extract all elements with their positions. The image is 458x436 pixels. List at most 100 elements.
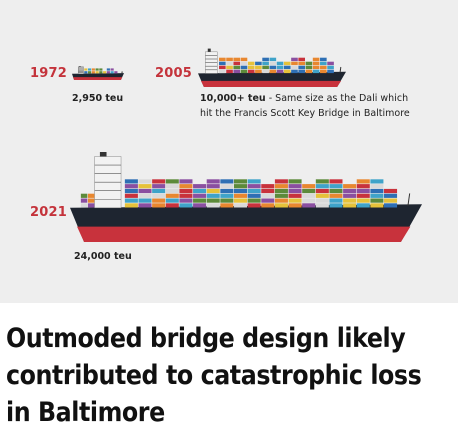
container xyxy=(356,198,370,203)
container xyxy=(110,68,114,71)
container xyxy=(91,68,95,71)
container xyxy=(283,61,291,66)
container xyxy=(152,179,166,184)
container xyxy=(206,188,220,194)
container xyxy=(255,69,262,74)
container xyxy=(80,203,88,208)
container xyxy=(261,188,275,194)
container xyxy=(291,57,298,62)
container xyxy=(312,65,320,70)
container xyxy=(165,193,179,198)
year-label-2021: 2021 xyxy=(30,205,67,220)
container xyxy=(233,61,241,66)
year-label-2005: 2005 xyxy=(155,66,192,81)
container xyxy=(261,198,275,203)
container xyxy=(106,71,110,74)
capacity-1972: 2,950 teu xyxy=(72,91,123,106)
container xyxy=(226,65,233,70)
container xyxy=(315,184,329,189)
container xyxy=(370,203,384,208)
container xyxy=(261,203,275,208)
container xyxy=(274,179,288,184)
container xyxy=(138,188,152,194)
container xyxy=(291,61,298,66)
container xyxy=(219,57,226,62)
container xyxy=(298,57,305,62)
capacity-2021: 24,000 teu xyxy=(74,249,132,264)
container xyxy=(165,198,179,203)
container xyxy=(219,69,226,74)
container xyxy=(247,184,261,189)
container xyxy=(103,71,107,74)
container xyxy=(329,184,343,189)
container xyxy=(240,57,248,62)
container xyxy=(138,198,152,203)
container xyxy=(312,69,320,74)
capacity-2005: 10,000+ teu - Same size as the Dali whic… xyxy=(200,91,410,121)
container xyxy=(124,193,138,198)
container xyxy=(233,203,248,208)
container xyxy=(329,198,343,203)
container xyxy=(152,203,166,208)
container xyxy=(283,65,291,70)
container xyxy=(247,61,255,66)
container xyxy=(291,65,298,70)
container xyxy=(356,179,370,184)
container xyxy=(298,69,305,74)
container xyxy=(320,65,327,70)
container xyxy=(262,57,269,62)
container xyxy=(226,69,233,74)
container xyxy=(305,61,313,66)
container xyxy=(179,193,193,198)
container xyxy=(88,71,92,74)
ship-size-graphic: 1972 2,950 teu 2005 10,000+ teu - Same s… xyxy=(0,0,458,303)
container xyxy=(80,198,88,203)
container xyxy=(288,184,302,189)
container xyxy=(138,179,152,184)
container xyxy=(91,71,95,74)
container xyxy=(233,69,241,74)
container xyxy=(315,188,329,194)
container xyxy=(302,184,316,189)
container xyxy=(233,188,248,194)
container xyxy=(384,188,398,194)
container xyxy=(298,65,305,70)
container xyxy=(343,184,357,189)
container xyxy=(233,198,248,203)
article-headline[interactable]: Outmoded bridge design likely contribute… xyxy=(6,323,422,428)
container xyxy=(312,61,320,66)
container xyxy=(288,188,302,194)
container xyxy=(255,61,262,66)
capacity-1972-value: 2,950 teu xyxy=(72,93,124,104)
container xyxy=(288,193,302,198)
hull-lower xyxy=(73,77,123,80)
container xyxy=(269,69,277,74)
container xyxy=(288,179,302,184)
container xyxy=(370,179,384,184)
hull-lower xyxy=(77,226,411,242)
container xyxy=(291,69,298,74)
container xyxy=(87,198,95,203)
container xyxy=(370,198,384,203)
container xyxy=(315,193,329,198)
container xyxy=(220,184,234,189)
container xyxy=(152,184,166,189)
container xyxy=(327,61,334,66)
container xyxy=(276,61,284,66)
container xyxy=(206,203,220,208)
container xyxy=(138,193,152,198)
container xyxy=(356,193,370,198)
container xyxy=(165,184,179,189)
container xyxy=(233,57,241,62)
container xyxy=(327,65,334,70)
container xyxy=(124,188,138,194)
container xyxy=(343,198,357,203)
container xyxy=(206,198,220,203)
container xyxy=(320,61,327,66)
container xyxy=(206,179,220,184)
container xyxy=(255,65,262,70)
container xyxy=(240,65,248,70)
container xyxy=(384,198,398,203)
container xyxy=(179,179,193,184)
container xyxy=(276,69,284,74)
